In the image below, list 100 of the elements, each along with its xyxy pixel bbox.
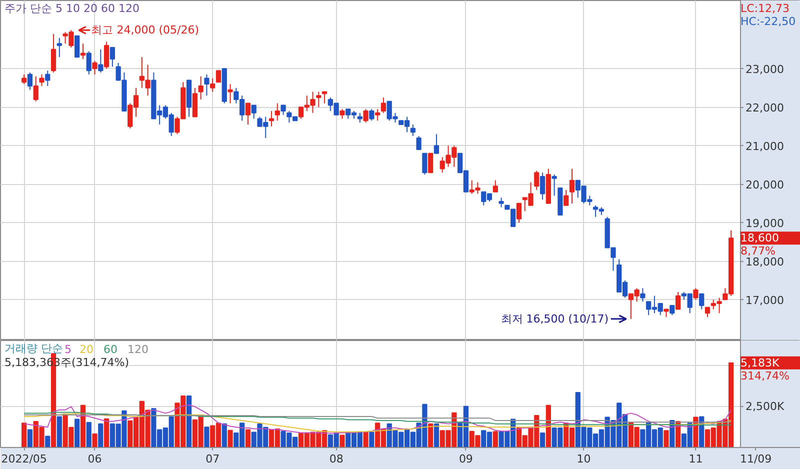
candlestick [192,87,198,118]
candlestick [22,74,27,85]
candlestick [316,91,322,108]
bar [56,416,62,448]
bar [540,432,546,448]
candlestick [110,46,116,68]
candlestick [228,84,233,104]
candlestick [422,152,428,176]
text: HC:-22,50 [740,15,796,28]
candlestick [369,108,374,122]
candlestick [27,72,33,90]
candlestick [39,74,44,86]
candlestick [268,110,274,127]
candlestick [92,60,98,75]
y-tick-label: 23,000 [746,63,784,76]
text: 20 [80,343,94,356]
candlestick [280,104,286,116]
x-tick-label: 10 [576,452,591,466]
bar [369,432,374,448]
candlestick [245,102,251,125]
text: 60 [104,343,118,356]
text: LC:12,73 [740,2,790,15]
y-tick-label: 19,000 [746,217,784,230]
candlestick [363,108,368,124]
candlestick [45,70,50,86]
y-tick-label: 21,000 [746,140,784,154]
candlestick [693,288,698,300]
candlestick [86,50,92,75]
text: 11/09 [740,452,772,466]
bar [222,423,227,448]
candlestick [704,306,710,318]
text: 314,74% [740,369,790,382]
candlestick [699,293,704,310]
legend-title: 거래량 단순 [4,342,63,355]
candlestick [216,70,222,83]
candlestick [492,180,498,192]
bar [245,429,251,448]
bar [92,433,98,448]
bar [22,422,27,448]
candlestick [516,202,522,224]
text: 5 [64,343,72,356]
data-label: 5,183K [740,356,780,370]
x-tick-label: 08 [329,452,344,466]
bar [104,418,110,448]
x-tick-label: 06 [88,452,102,466]
bar [86,422,92,448]
candlestick [675,291,681,310]
bar [428,423,434,448]
x-tick-label: 09 [458,452,473,466]
candlestick [251,104,256,120]
bar [228,430,233,448]
x-tick-label: 11 [688,452,703,466]
bar [434,423,440,448]
x-tick-label: 2022/05 [1,452,47,466]
candlestick [640,288,646,302]
bar [80,404,86,448]
text: 8,77% [740,244,776,258]
bar [27,429,33,448]
candlestick [569,168,575,204]
candlestick [98,48,104,74]
bar [45,436,50,448]
candlestick [33,76,38,102]
annotation: 최저 16,500 (10/17) [500,312,609,326]
bar [492,431,498,448]
candlestick [670,304,675,316]
text: 120 [128,343,148,356]
annotation: 주가 단순 5 10 20 60 120 [4,2,140,15]
candlestick [534,170,540,190]
annotation: 최고 24,000 (05/26) [91,24,199,37]
y-tick-label: 18,000 [746,256,784,269]
candlestick [74,35,80,58]
bar [340,434,345,448]
y-tick-label: 17,000 [746,294,784,308]
candlestick [416,136,422,150]
bar [74,418,80,448]
y-tick-label: 22,000 [746,102,784,115]
candlestick [104,41,110,70]
candlestick [50,34,56,74]
bar [664,430,669,448]
candlestick [540,172,546,200]
bar [98,423,104,448]
y-tick-label: 20,000 [746,178,784,192]
x-tick-label: 07 [206,452,220,466]
candlestick [375,108,380,122]
text: 18,600 [740,232,779,245]
candlestick [552,174,557,196]
bar [363,432,368,448]
candlestick [410,124,416,137]
y-tick-label: 2,500K [746,400,785,414]
candlestick [274,102,280,122]
candlestick [380,97,386,114]
candlestick [564,189,569,206]
candlestick [204,74,210,96]
candlestick [56,37,62,58]
candlestick [340,108,345,120]
bar [204,426,210,448]
bar [693,416,698,448]
candlestick [210,78,216,92]
candlestick [428,152,434,174]
candlestick [198,76,204,100]
